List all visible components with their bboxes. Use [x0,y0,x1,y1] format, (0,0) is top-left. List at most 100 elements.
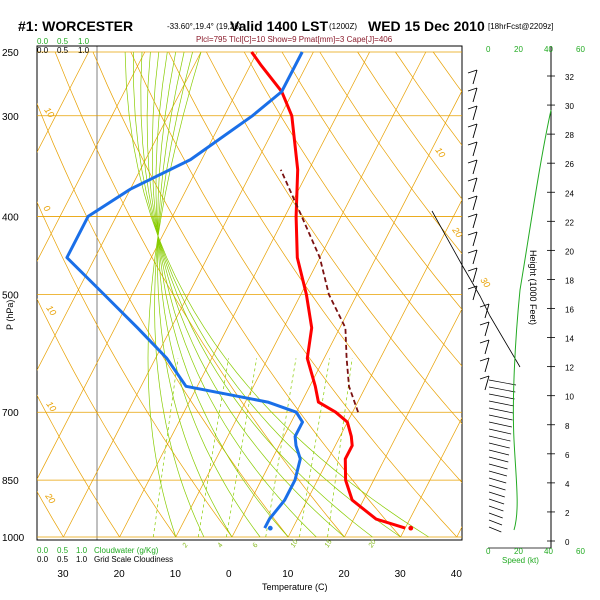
x-axis-title: Temperature (C) [262,582,328,592]
height-tick-label: 0 [565,538,570,547]
speed-top-20: 20 [514,45,523,54]
dry-adiabat [37,298,177,538]
profile-layer [65,51,414,531]
mixing-ratio-line [226,358,258,538]
low-level-hatch [488,379,517,533]
wind-barbs [467,69,490,391]
hatch-line [488,463,508,470]
hatch-line [488,442,510,449]
hatch-line [488,526,502,533]
surface-temperature-point [408,525,414,531]
wind-barb [472,213,478,229]
height-tick-label: 10 [565,393,574,402]
hatch-line [488,498,505,505]
valid-date: WED 15 Dec 2010 [368,18,485,34]
isotherm-line [37,51,202,371]
mixing-ratio-line [197,358,229,538]
wind-barb-flag [467,123,478,128]
wind-barb-flag [479,321,490,326]
mixing-ratio-label: 4 [217,542,225,549]
moist-adiabat [157,51,233,538]
wind-barb-flag [479,339,490,344]
hatch-line [488,456,509,463]
temperature-tick-label: 0 [226,569,232,580]
wind-barb [472,159,478,175]
wind-barb [484,339,490,355]
wind-barb-panel [431,69,521,533]
temperature-tick-label: 20 [338,569,350,580]
temperature-tick-label: 10 [282,569,294,580]
station-title: #1: WORCESTER [18,18,133,34]
dry-adiabat [54,51,345,538]
dry-adiabat [319,51,462,255]
dry-adiabat [206,51,462,425]
hatch-line [488,400,514,407]
cloud-strip [36,45,98,541]
wind-barb-flag [467,249,478,254]
isotherm-line [513,52,600,537]
speed-top-60: 60 [576,45,585,54]
dry-adiabat [547,52,600,537]
hatch-line [488,414,513,421]
wind-barb [472,141,478,157]
isotherm-line [175,51,427,538]
thermo-grid [37,51,600,538]
isotherm-label: 10 [433,145,447,159]
wind-barb [484,375,490,391]
hatch-line [488,491,505,498]
temperature-tick-label: 10 [170,569,182,580]
speed-bot-20: 20 [514,547,523,556]
hatch-line [488,484,506,491]
pressure-tick-label: 1000 [2,533,25,544]
isotherm-label: 10 [44,303,58,317]
height-tick-label: 20 [565,247,574,256]
height-tick-label: 14 [565,335,574,344]
cloud-black-b0: 0.0 [37,555,49,564]
cloud-black-b2: 1.0 [76,555,88,564]
mixing-ratio-label: 20 [367,539,378,550]
moist-adiabat [154,51,205,538]
hatch-line [488,512,503,519]
mixing-ratio-label: 6 [252,542,260,549]
wind-barb [472,231,478,247]
wind-barb-flag [467,231,478,236]
cloudwater-label: Cloudwater (g/Kg) [94,546,159,555]
wind-barb [472,105,478,121]
cloud-green-1: 0.5 [57,37,69,46]
moist-adiabat [124,51,429,538]
chart-header: #1: WORCESTER -33.60°,19.4° (19,26) Vali… [18,18,553,44]
temperature-profile [250,51,406,530]
isotherm-label: 0 [41,203,52,213]
isotherm-line [37,51,146,262]
isotherm-line [287,199,462,538]
cloud-scale: 0.0 0.5 1.0 0.0 0.5 1.0 0.0 0.5 1.0 Clou… [37,37,173,564]
isotherm-line [37,51,89,153]
wind-barb [472,285,478,301]
isotherm-line [231,90,462,538]
dry-adiabat [509,52,600,537]
wind-barb-flag [467,285,478,290]
hatch-line [488,477,507,484]
wind-barb-flag [467,69,478,74]
station-coords: -33.60°,19.4° (19,26) [167,22,242,31]
wind-barb-flag [479,303,490,308]
wind-barb-flag [467,267,478,272]
height-tick-label: 24 [565,189,574,198]
moist-adiabat [155,51,289,538]
height-tick-label: 22 [565,218,574,227]
wind-barb [472,177,478,193]
height-axis-title: Height (1000 Feet) [528,250,538,325]
mixing-ratio-line [152,358,179,538]
speed-bot-60: 60 [576,547,585,556]
hatch-line [488,379,517,386]
hatch-line [488,421,512,428]
wind-barb-flag [467,195,478,200]
hatch-line [488,470,507,477]
dry-adiabat [37,201,233,538]
speed-bot-40: 40 [544,547,553,556]
wind-barb [484,321,490,337]
wind-barb-flag [479,357,490,362]
